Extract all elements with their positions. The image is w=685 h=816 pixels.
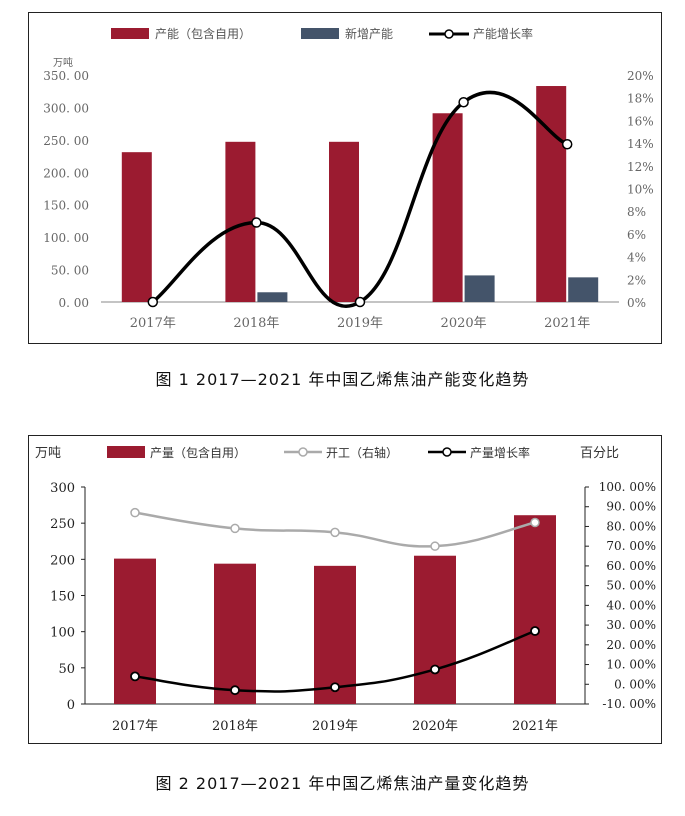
utilization-point [230, 523, 240, 534]
bar-new-capacity [257, 292, 288, 302]
right-tick-label: 100. 00% [599, 480, 656, 494]
right-tick-label: 60. 00% [606, 559, 656, 573]
left-tick-label: 350. 00 [43, 69, 89, 83]
right-tick-label: 6% [627, 228, 646, 242]
right-tick-label: 40. 00% [606, 598, 656, 612]
bar-production [214, 563, 256, 704]
bar-production [314, 565, 356, 704]
growth-rate-point [230, 685, 240, 696]
bar-production [514, 515, 556, 704]
left-tick-label: 200 [50, 553, 75, 568]
left-tick-label: 150 [50, 590, 75, 605]
left-tick-label: 100 [50, 626, 75, 641]
bar-capacity [121, 152, 152, 302]
left-axis-unit: 万吨 [35, 446, 61, 461]
left-tick-label: 0. 00 [58, 296, 89, 310]
legend-label-1: 产量（包含自用） [150, 445, 246, 460]
utilization-point [530, 517, 540, 528]
left-tick-label: 250. 00 [43, 134, 89, 148]
chart-2: 万吨 百分比 产量（包含自用） 开工（右轴） 产量增长率 0 50 100 150 200 250 3… [28, 435, 662, 744]
right-tick-label: 70. 00% [606, 539, 656, 553]
growth-rate-point [430, 664, 440, 675]
x-tick-label: 2021年 [512, 719, 558, 734]
right-tick-label: 8% [627, 205, 646, 219]
right-tick-label: -10. 00% [602, 697, 656, 711]
chart-1-caption: 图 1 2017—2021 年中国乙烯焦油产能变化趋势 [155, 370, 530, 389]
growth-rate-point [458, 96, 469, 108]
bar-capacity [329, 141, 359, 302]
x-tick-label: 2018年 [233, 316, 279, 331]
bar-production [114, 558, 156, 704]
right-tick-label: 16% [627, 114, 654, 128]
right-tick-label: 50. 00% [606, 579, 656, 593]
legend-label-2: 开工（右轴） [326, 445, 398, 460]
growth-rate-point [530, 626, 540, 636]
left-tick-label: 200. 00 [43, 166, 89, 180]
bar-new-capacity [464, 275, 495, 302]
left-tick-label: 150. 00 [43, 199, 89, 213]
bar-capacity [536, 86, 567, 302]
chart-1: 产能（包含自用） 新增产能 产能增长率万吨 0. 00 50. 00 100. 00 150… [28, 12, 662, 344]
right-tick-label: 14% [627, 137, 654, 151]
growth-rate-point [330, 682, 340, 693]
bar-capacity [432, 113, 463, 302]
left-tick-label: 50. 00 [51, 264, 89, 278]
left-axis-unit: 万吨 [53, 56, 73, 69]
utilization-point [130, 507, 140, 518]
growth-rate-point [147, 296, 159, 308]
x-tick-label: 2018年 [212, 719, 258, 734]
right-tick-label: 4% [627, 251, 646, 265]
left-tick-label: 300. 00 [43, 101, 89, 115]
bar-new-capacity [568, 277, 599, 302]
right-tick-label: 0% [627, 296, 646, 310]
legend-marker-3 [442, 447, 452, 457]
growth-rate-point [561, 138, 573, 150]
utilization-point [430, 541, 440, 551]
utilization-point [330, 527, 340, 538]
legend-marker-2 [298, 447, 308, 457]
growth-rate-point [251, 217, 262, 228]
left-tick-label: 250 [50, 517, 75, 532]
right-tick-label: 20. 00% [606, 638, 656, 652]
x-tick-label: 2020年 [412, 719, 458, 734]
chart-2-svg: 万吨 百分比 产量（包含自用） 开工（右轴） 产量增长率 0 50 100 150 200 250 3… [35, 445, 656, 734]
bar-production [414, 555, 456, 704]
left-tick-label: 300 [50, 481, 75, 496]
x-tick-label: 2017年 [112, 719, 158, 734]
x-tick-label: 2020年 [441, 316, 487, 331]
left-tick-label: 0 [67, 698, 75, 713]
right-tick-label: 30. 00% [606, 618, 656, 632]
right-tick-label: 0. 00% [614, 677, 656, 691]
x-tick-label: 2019年 [337, 316, 383, 331]
growth-rate-line [151, 90, 568, 308]
legend-marker-3 [444, 29, 454, 39]
right-tick-label: 90. 00% [606, 500, 656, 514]
legend-label-2: 新增产能 [345, 26, 393, 41]
right-tick-label: 12% [627, 160, 654, 174]
legend-swatch-1 [107, 446, 145, 458]
x-tick-label: 2021年 [544, 316, 590, 331]
right-tick-label: 10. 00% [606, 658, 656, 672]
legend-swatch-2 [301, 28, 339, 39]
legend-label-1: 产能（包含自用） [155, 26, 251, 41]
left-tick-label: 50 [58, 662, 75, 677]
x-tick-label: 2019年 [312, 719, 358, 734]
legend-swatch-1 [111, 28, 149, 39]
legend-label-3: 产量增长率 [470, 445, 530, 460]
right-tick-label: 2% [627, 273, 646, 287]
x-tick-label: 2017年 [130, 316, 176, 331]
chart-2-caption: 图 2 2017—2021 年中国乙烯焦油产量变化趋势 [155, 774, 530, 793]
right-tick-label: 18% [627, 92, 654, 106]
right-axis-unit: 百分比 [580, 446, 619, 461]
left-tick-label: 100. 00 [43, 231, 89, 245]
growth-rate-point [354, 296, 366, 308]
right-tick-label: 10% [627, 183, 654, 197]
legend-label-3: 产能增长率 [473, 26, 533, 41]
right-tick-label: 80. 00% [606, 519, 656, 533]
right-tick-label: 20% [627, 69, 654, 83]
growth-rate-point [130, 671, 140, 682]
